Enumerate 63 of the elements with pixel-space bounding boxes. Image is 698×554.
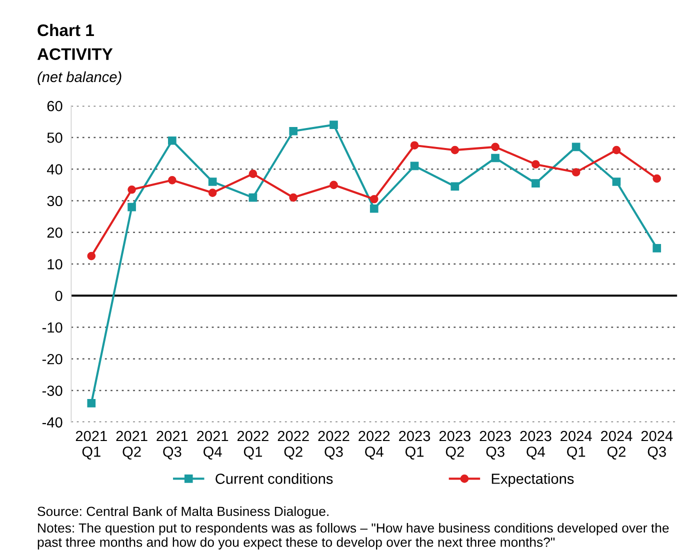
x-tick-label: 2021 Q3: [156, 430, 188, 460]
point: [370, 194, 378, 204]
y-tick-label: 40: [46, 164, 62, 175]
chart-subtitle: ACTIVITY: [37, 48, 113, 60]
y-tick-label: 60: [47, 100, 62, 112]
x-tick-label: 2022 Q4: [358, 430, 390, 460]
point: [491, 142, 500, 152]
point: [208, 188, 217, 197]
point: [652, 174, 662, 183]
x-tick-label: 2023 Q1: [399, 430, 430, 460]
point: [248, 170, 258, 178]
legend-label: Expectations: [492, 473, 574, 487]
point: [248, 193, 258, 202]
x-tick-label: 2022 Q3: [318, 430, 350, 460]
y-tick-label: 20: [47, 227, 62, 238]
x-tick-label: 2021 Q2: [116, 430, 148, 460]
point: [330, 120, 338, 129]
point: [450, 182, 460, 191]
point: [87, 252, 96, 260]
point: [410, 162, 419, 170]
y-tick-label: -10: [42, 322, 62, 333]
point: [612, 178, 621, 186]
point: [652, 244, 662, 252]
x-tick-label: 2021 Q1: [76, 430, 107, 460]
point: [532, 179, 540, 188]
legend-label: Current conditions: [216, 473, 333, 484]
point: [532, 160, 540, 169]
point: [168, 136, 176, 145]
x-tick-label: 2023 Q3: [480, 430, 511, 460]
point: [410, 141, 419, 150]
point: [572, 142, 580, 152]
x-tick-label: 2023 Q4: [520, 430, 552, 460]
text: Notes: The question put to respondents was as follows – "How have business conditions developed over the past three months and how do you expect these to develop over the next three months?": [38, 522, 669, 550]
y-tick-label: -40: [42, 417, 62, 428]
source-note: Source: Central Bank of Malta Business Dialogue.: [38, 506, 328, 519]
point: [330, 180, 338, 190]
point: [128, 185, 136, 194]
x-tick-label: 2024 Q3: [641, 430, 673, 460]
y-axis-title: (net balance): [38, 71, 122, 86]
y-tick-label: 0: [55, 290, 62, 302]
x-tick-label: 2024 Q1: [560, 430, 592, 460]
chart-title: Chart 1: [38, 24, 94, 36]
point: [612, 146, 621, 154]
point: [572, 168, 580, 176]
point: [87, 399, 96, 408]
point: [289, 126, 298, 136]
x-tick-label: 2021 Q4: [197, 430, 228, 460]
point: [289, 193, 298, 202]
x-tick-label: 2022 Q2: [278, 430, 309, 460]
point: [208, 178, 217, 186]
y-tick-label: 10: [48, 259, 62, 270]
point: [168, 176, 176, 184]
y-tick-label: -30: [42, 386, 62, 396]
x-tick-label: 2024 Q2: [600, 430, 632, 460]
x-tick-label: 2023 Q2: [439, 430, 470, 460]
y-tick-label: 50: [47, 132, 62, 143]
y-tick-label: -20: [42, 354, 62, 364]
y-tick-label: 30: [47, 196, 62, 206]
x-tick-label: 2022 Q1: [237, 430, 268, 460]
point: [450, 146, 460, 154]
point: [491, 154, 500, 162]
point: [128, 202, 136, 212]
point: [370, 204, 378, 213]
